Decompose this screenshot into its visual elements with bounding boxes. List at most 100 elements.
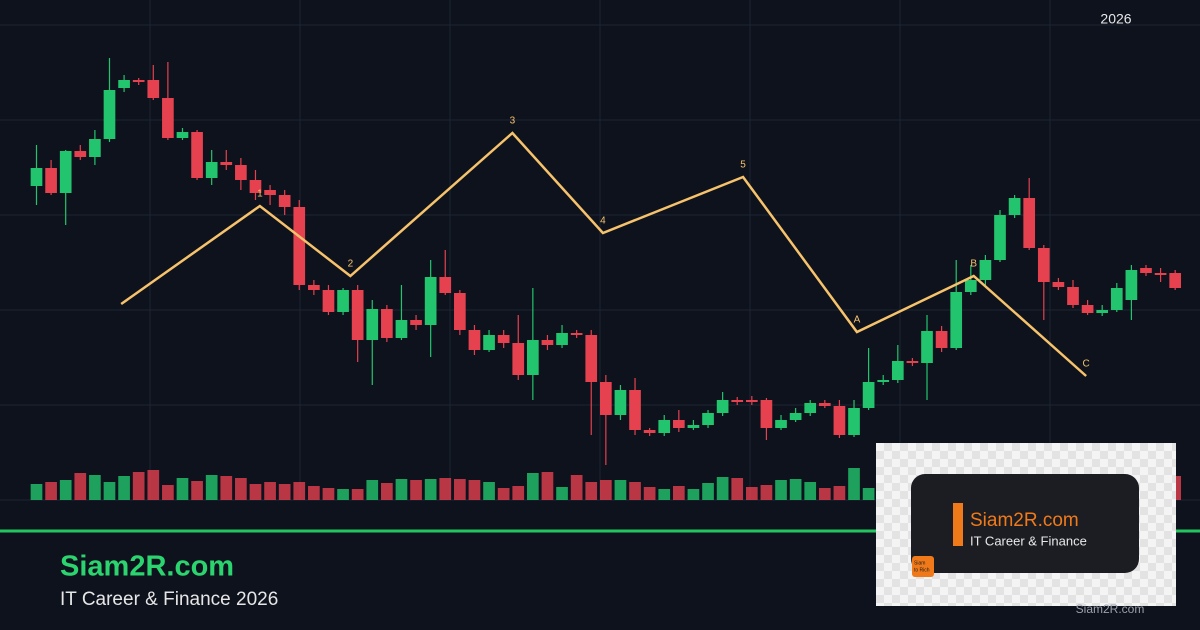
volume-bar [862, 488, 875, 500]
candle-body [541, 340, 554, 345]
wave-label: 2 [348, 259, 354, 270]
candle-body [833, 406, 846, 435]
volume-bar [804, 482, 817, 500]
wave-label: 4 [600, 216, 606, 227]
candle-body [789, 413, 802, 420]
candle-body [877, 380, 890, 382]
volume-bar [424, 479, 437, 500]
annotation: 2026 [1100, 11, 1131, 27]
candle-body [497, 335, 510, 343]
volume-bar [89, 475, 101, 500]
volume-bar [468, 480, 481, 500]
candle-body [1081, 305, 1094, 313]
candle-body [483, 335, 495, 350]
candle-body [351, 290, 364, 340]
candle-body [570, 333, 583, 335]
candle-body [585, 335, 598, 382]
volume-bar [570, 475, 583, 500]
candle-body [147, 80, 160, 98]
candle-body [395, 320, 408, 338]
candle-body [439, 277, 452, 293]
candle-body [775, 420, 787, 428]
volume-bar [760, 485, 773, 500]
volume-bar [556, 487, 568, 500]
candle-body [468, 330, 481, 350]
candle-body [512, 343, 525, 375]
volume-bar [59, 480, 72, 500]
volume-bar [614, 480, 627, 500]
candle-body [702, 413, 714, 425]
volume-bar [731, 478, 744, 500]
candle-body [921, 331, 933, 363]
volume-bar [818, 488, 831, 500]
volume-bar [205, 475, 218, 500]
candle-body [527, 340, 539, 375]
candle-body [235, 165, 247, 180]
candle-body [1008, 198, 1021, 215]
candle-body [1037, 248, 1050, 282]
volume-bar [366, 480, 379, 500]
candle-body [906, 361, 919, 363]
volume-bar [497, 488, 510, 500]
candle-body [1140, 268, 1152, 273]
candle-body [1154, 273, 1167, 275]
candle-body [308, 285, 320, 290]
candle-body [979, 260, 992, 280]
candle-body [716, 400, 729, 413]
candle-body [760, 400, 773, 428]
volume-bar [30, 484, 43, 500]
volume-bar [439, 478, 452, 500]
volume-bar [541, 472, 554, 500]
candle-body [731, 400, 744, 402]
candle-body [1052, 282, 1065, 287]
volume-bar [118, 476, 130, 500]
volume-bar [220, 476, 233, 500]
wave-label: 5 [740, 160, 746, 171]
candle-body [658, 420, 671, 433]
volume-bar [658, 489, 671, 500]
volume-bar [351, 489, 364, 500]
volume-bar [833, 486, 846, 500]
candle-body [672, 420, 685, 428]
volume-bar [585, 482, 598, 500]
volume-bar [789, 479, 802, 500]
candle-body [994, 215, 1006, 260]
candle-body [366, 309, 379, 340]
logo-panel [876, 443, 1176, 606]
volume-bar [147, 470, 160, 500]
volume-bar [527, 473, 539, 500]
candle-body [454, 293, 466, 330]
candle-body [600, 382, 612, 415]
candle-body [322, 290, 335, 312]
volume-bar [848, 468, 860, 500]
candle-body [964, 280, 977, 292]
candle-body [293, 207, 306, 285]
volume-bar [512, 486, 525, 500]
candle-body [950, 292, 963, 348]
volume-bar [629, 482, 641, 500]
candle-body [1023, 198, 1036, 248]
volume-bar [235, 478, 247, 500]
wave-label: C [1083, 359, 1090, 370]
volume-bar [454, 479, 466, 500]
volume-bar [322, 488, 335, 500]
volume-bar [74, 473, 87, 500]
volume-bar [745, 487, 758, 500]
candle-body [818, 403, 831, 406]
candle-body [103, 90, 116, 139]
wave-label: A [854, 315, 861, 326]
candle-body [410, 320, 422, 325]
volume-bar [483, 482, 495, 500]
volume-bar [278, 484, 291, 500]
candle-body [687, 425, 700, 428]
candle-body [745, 400, 758, 402]
candle-body [629, 390, 641, 430]
candle-body [556, 333, 568, 345]
candle-body [30, 168, 43, 186]
candle-body [205, 162, 218, 178]
volume-bar [381, 483, 393, 500]
volume-bar [395, 479, 408, 500]
candle-body [848, 408, 860, 435]
volume-bar [716, 477, 729, 500]
